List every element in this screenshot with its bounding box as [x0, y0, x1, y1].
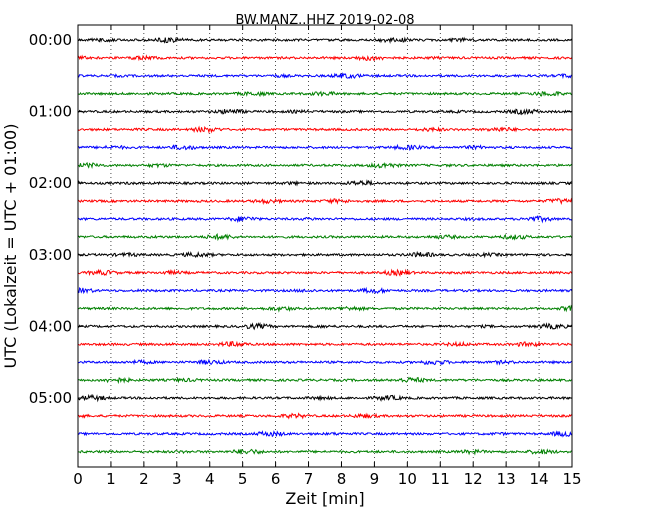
- trace-line: [77, 233, 573, 242]
- y-tick-label: 02:00: [29, 174, 72, 192]
- trace-line: [77, 430, 573, 438]
- x-tick-label: 7: [304, 470, 314, 488]
- y-axis: 00:00 01:00 02:00 03:00 04:00 05:00: [29, 31, 572, 407]
- x-tick-label: 11: [431, 470, 450, 488]
- trace-line: [77, 340, 573, 348]
- trace-line: [77, 448, 573, 456]
- trace-line: [77, 376, 573, 385]
- y-tick-label: 05:00: [29, 389, 72, 407]
- x-tick-label: 3: [172, 470, 182, 488]
- x-tick-label: 8: [337, 470, 347, 488]
- y-tick-label: 04:00: [29, 317, 72, 335]
- y-tick-label: 00:00: [29, 31, 72, 49]
- trace-line: [77, 54, 573, 62]
- x-axis: 0 1 2 3 4 5 6 7 8 9 10 11 12 13 14 15: [73, 25, 582, 488]
- trace-line: [77, 250, 573, 259]
- y-axis-label: UTC (Lokalzeit = UTC + 01:00): [1, 124, 20, 369]
- trace-line: [77, 143, 573, 151]
- trace-line: [77, 108, 573, 116]
- x-axis-label: Zeit [min]: [285, 489, 364, 508]
- x-tick-label: 5: [238, 470, 248, 488]
- trace-line: [77, 412, 573, 420]
- trace-line: [77, 322, 573, 331]
- chart-title: BW.MANZ..HHZ 2019-02-08: [235, 13, 414, 28]
- trace-line: [77, 125, 573, 134]
- x-tick-label: 13: [497, 470, 516, 488]
- x-tick-label: 2: [139, 470, 149, 488]
- trace-line: [77, 36, 573, 44]
- x-tick-label: 4: [205, 470, 215, 488]
- trace-line: [77, 393, 573, 403]
- x-tick-label: 9: [370, 470, 380, 488]
- trace-line: [77, 90, 573, 98]
- trace-line: [77, 304, 573, 313]
- y-tick-label: 03:00: [29, 246, 72, 264]
- trace-line: [77, 268, 573, 277]
- x-tick-label: 6: [271, 470, 281, 488]
- x-tick-label: 10: [398, 470, 417, 488]
- trace-group: [77, 36, 573, 456]
- x-tick-label: 0: [73, 470, 83, 488]
- trace-line: [77, 197, 573, 206]
- x-tick-label: 15: [562, 470, 581, 488]
- x-tick-label: 14: [530, 470, 549, 488]
- trace-line: [77, 161, 573, 169]
- trace-line: [77, 358, 573, 366]
- plot-frame: [77, 24, 573, 468]
- grid-lines: [110, 25, 540, 467]
- x-tick-label: 1: [106, 470, 116, 488]
- trace-line: [77, 72, 573, 80]
- trace-line: [77, 215, 573, 224]
- trace-line: [77, 286, 573, 295]
- y-tick-label: 01:00: [29, 103, 72, 121]
- x-tick-label: 12: [464, 470, 483, 488]
- trace-line: [77, 179, 573, 187]
